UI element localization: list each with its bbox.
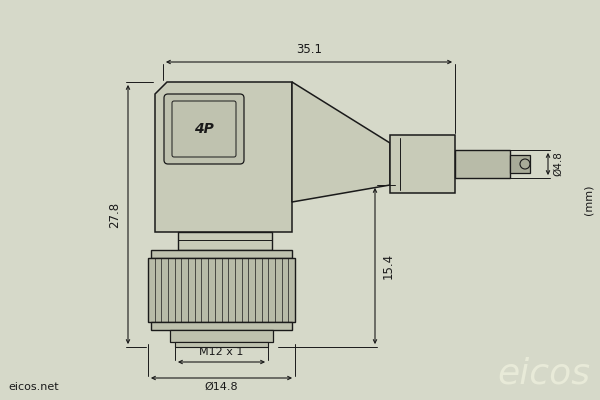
Polygon shape [155,82,292,232]
Polygon shape [151,250,292,258]
Polygon shape [510,155,530,173]
Polygon shape [178,232,272,250]
Polygon shape [151,322,292,330]
Text: 35.1: 35.1 [296,43,322,56]
Text: eicos: eicos [497,356,590,390]
Polygon shape [390,135,455,193]
Text: M12 x 1: M12 x 1 [199,347,244,357]
Polygon shape [455,150,510,178]
Polygon shape [292,82,390,202]
Text: eicos.net: eicos.net [8,382,59,392]
FancyBboxPatch shape [172,101,236,157]
Text: 15.4: 15.4 [382,253,395,279]
FancyBboxPatch shape [164,94,244,164]
Polygon shape [175,342,268,347]
Polygon shape [148,258,295,322]
Text: 27.8: 27.8 [108,202,121,228]
Text: (mm): (mm) [583,185,593,215]
Text: Ø4.8: Ø4.8 [553,152,563,176]
Text: 4P: 4P [194,122,214,136]
Text: Ø14.8: Ø14.8 [205,382,238,392]
Polygon shape [170,330,273,342]
